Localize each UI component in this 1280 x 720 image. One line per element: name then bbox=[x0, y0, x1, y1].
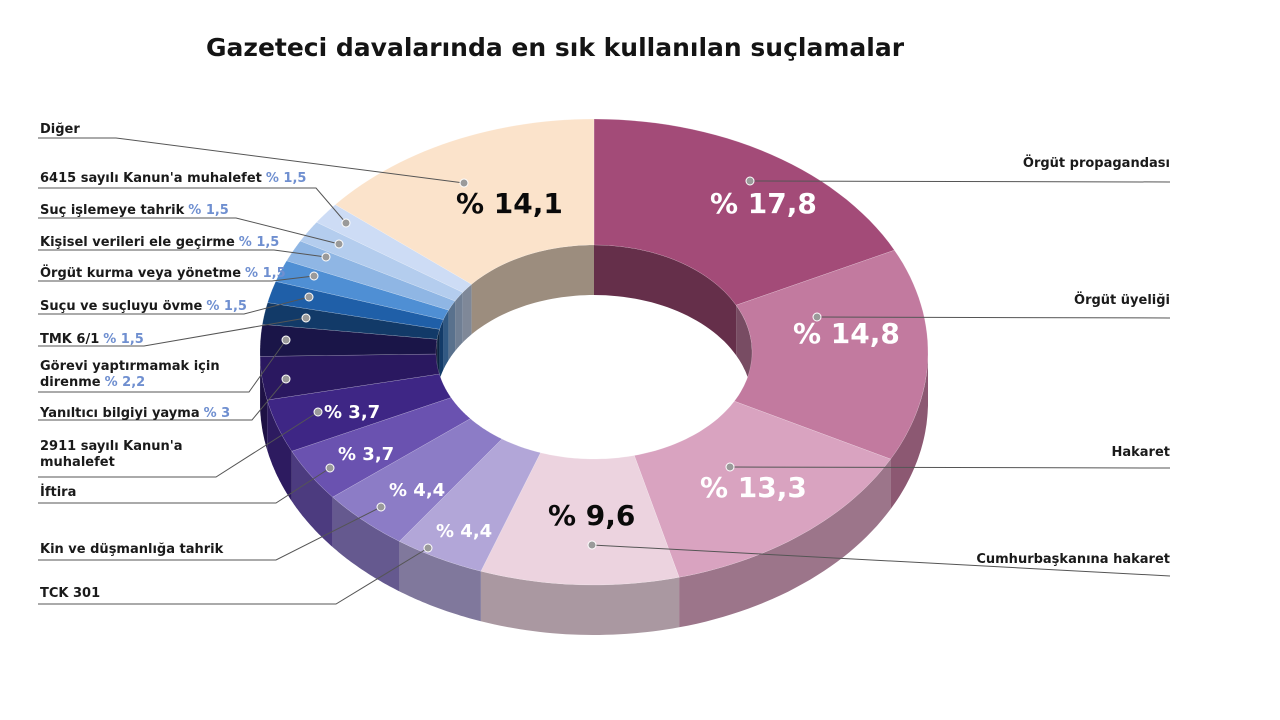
leader-line bbox=[729, 466, 1171, 469]
donut-slices bbox=[259, 118, 929, 586]
leader-dot bbox=[313, 407, 323, 417]
leader-line bbox=[38, 275, 315, 282]
slice-outer-wall bbox=[260, 356, 268, 450]
slice-outer-wall bbox=[480, 571, 680, 635]
slice-inner-wall bbox=[594, 245, 737, 356]
chart-title: Gazeteci davalarında en sık kullanılan s… bbox=[206, 33, 905, 62]
slice-label-line: Görevi yaptırmamak için bbox=[40, 359, 220, 374]
slice-value-inline: % 1,5 bbox=[188, 203, 229, 218]
leader-line bbox=[38, 217, 340, 245]
leader-dot bbox=[321, 252, 331, 262]
leader-dot bbox=[304, 292, 314, 302]
leader-dot bbox=[325, 463, 335, 473]
leader-line bbox=[38, 506, 382, 561]
donut-sides bbox=[260, 245, 928, 635]
slice-value-inline: % 1,5 bbox=[206, 299, 247, 314]
slice-value: % 17,8 bbox=[710, 187, 817, 220]
leader-dot bbox=[587, 540, 597, 550]
slice-value: % 4,4 bbox=[436, 521, 492, 542]
slice-outer-wall bbox=[679, 459, 891, 628]
slice-inner-wall bbox=[471, 245, 594, 335]
leader-line bbox=[38, 339, 287, 393]
leader-line bbox=[38, 547, 429, 605]
slice-value: % 13,3 bbox=[700, 471, 807, 504]
leader-line bbox=[38, 187, 347, 224]
slice-inner-wall bbox=[439, 319, 444, 380]
slice-label: Diğer bbox=[40, 122, 80, 137]
slice-value: % 9,6 bbox=[548, 499, 635, 532]
leader-line bbox=[38, 467, 331, 504]
slice-outer-wall bbox=[332, 497, 400, 592]
leader-dot bbox=[281, 374, 291, 384]
slice-value: % 4,4 bbox=[389, 480, 445, 501]
leader-line bbox=[591, 544, 1171, 577]
leader-dot bbox=[459, 178, 469, 188]
leader-line bbox=[38, 411, 319, 478]
slice-label: Örgüt kurma veya yönetme% 1,5 bbox=[40, 265, 286, 281]
leader-dot bbox=[334, 239, 344, 249]
slice-outer-wall bbox=[890, 352, 928, 510]
leader-dot bbox=[423, 543, 433, 553]
leader-dot bbox=[745, 176, 755, 186]
slice-label: İftira bbox=[40, 484, 76, 500]
slice-label: 6415 sayılı Kanun'a muhalefet% 1,5 bbox=[40, 171, 306, 186]
leader-line bbox=[816, 316, 1171, 319]
leader-dot bbox=[341, 218, 351, 228]
slice-label-line: 2911 sayılı Kanun'a bbox=[40, 439, 183, 454]
slice-label: Hakaret bbox=[1111, 445, 1170, 460]
slice-inner-wall bbox=[462, 284, 472, 343]
slice-label-line: direnme bbox=[40, 375, 101, 390]
leader-line bbox=[38, 378, 287, 421]
slice-label: Kişisel verileri ele geçirme% 1,5 bbox=[40, 235, 279, 250]
slice-label: Suçu ve suçluyu övme% 1,5 bbox=[40, 299, 247, 314]
slice-label: Cumhurbaşkanına hakaret bbox=[976, 552, 1170, 567]
slice-value-inline: % 1,5 bbox=[245, 266, 286, 281]
slice-label: TMK 6/1% 1,5 bbox=[40, 332, 144, 347]
slice-inner-wall bbox=[443, 310, 449, 370]
slice-value-inline: % 1,5 bbox=[103, 332, 144, 347]
slice-label: Görevi yaptırmamak için direnme % 2,2 bbox=[40, 359, 220, 390]
slice-value-inline: % 1,5 bbox=[266, 171, 307, 186]
slice-value: % 14,8 bbox=[793, 317, 900, 350]
slice-value: % 3,7 bbox=[338, 444, 394, 465]
leader-dot bbox=[309, 271, 319, 281]
slice-outer-wall bbox=[291, 451, 333, 548]
leader-dot bbox=[281, 335, 291, 345]
slice-inner-wall bbox=[448, 301, 456, 361]
leader-line bbox=[38, 296, 310, 315]
slice-label: Örgüt propagandası bbox=[1023, 155, 1170, 171]
leader-dot bbox=[725, 462, 735, 472]
slice-value-inline: % 3 bbox=[204, 406, 231, 421]
leader-line bbox=[38, 137, 465, 184]
leader-lines bbox=[38, 137, 1171, 605]
leader-dot bbox=[376, 502, 386, 512]
slice-value-inline: % 2,2 bbox=[105, 375, 146, 390]
slice-value: % 14,1 bbox=[456, 187, 563, 220]
pie-slice bbox=[334, 118, 595, 285]
slice-label: TCK 301 bbox=[40, 586, 100, 601]
slice-label: Suç işlemeye tahrik% 1,5 bbox=[40, 203, 229, 218]
slice-outer-wall bbox=[267, 400, 292, 502]
slice-value: % 3,7 bbox=[324, 402, 380, 423]
slice-label: Kin ve düşmanlığa tahrik bbox=[40, 542, 224, 557]
leader-line bbox=[749, 180, 1171, 183]
slice-label-line: muhalefet bbox=[40, 455, 115, 470]
slice-labels: Örgüt propagandası % 17,8 Örgüt üyeliği % 1… bbox=[39, 122, 1170, 601]
slice-label: 2911 sayılı Kanun'a muhalefet bbox=[40, 439, 183, 470]
slice-outer-wall bbox=[399, 541, 481, 622]
slice-label: Örgüt üyeliği bbox=[1074, 292, 1170, 308]
leader-dot bbox=[812, 312, 822, 322]
leader-line bbox=[38, 249, 327, 258]
leader-dot bbox=[301, 313, 311, 323]
slice-label: Yanıltıcı bilgiyi yayma% 3 bbox=[39, 406, 230, 421]
slice-value-inline: % 1,5 bbox=[239, 235, 280, 250]
slice-inner-wall bbox=[455, 292, 463, 351]
leader-line bbox=[38, 317, 307, 347]
